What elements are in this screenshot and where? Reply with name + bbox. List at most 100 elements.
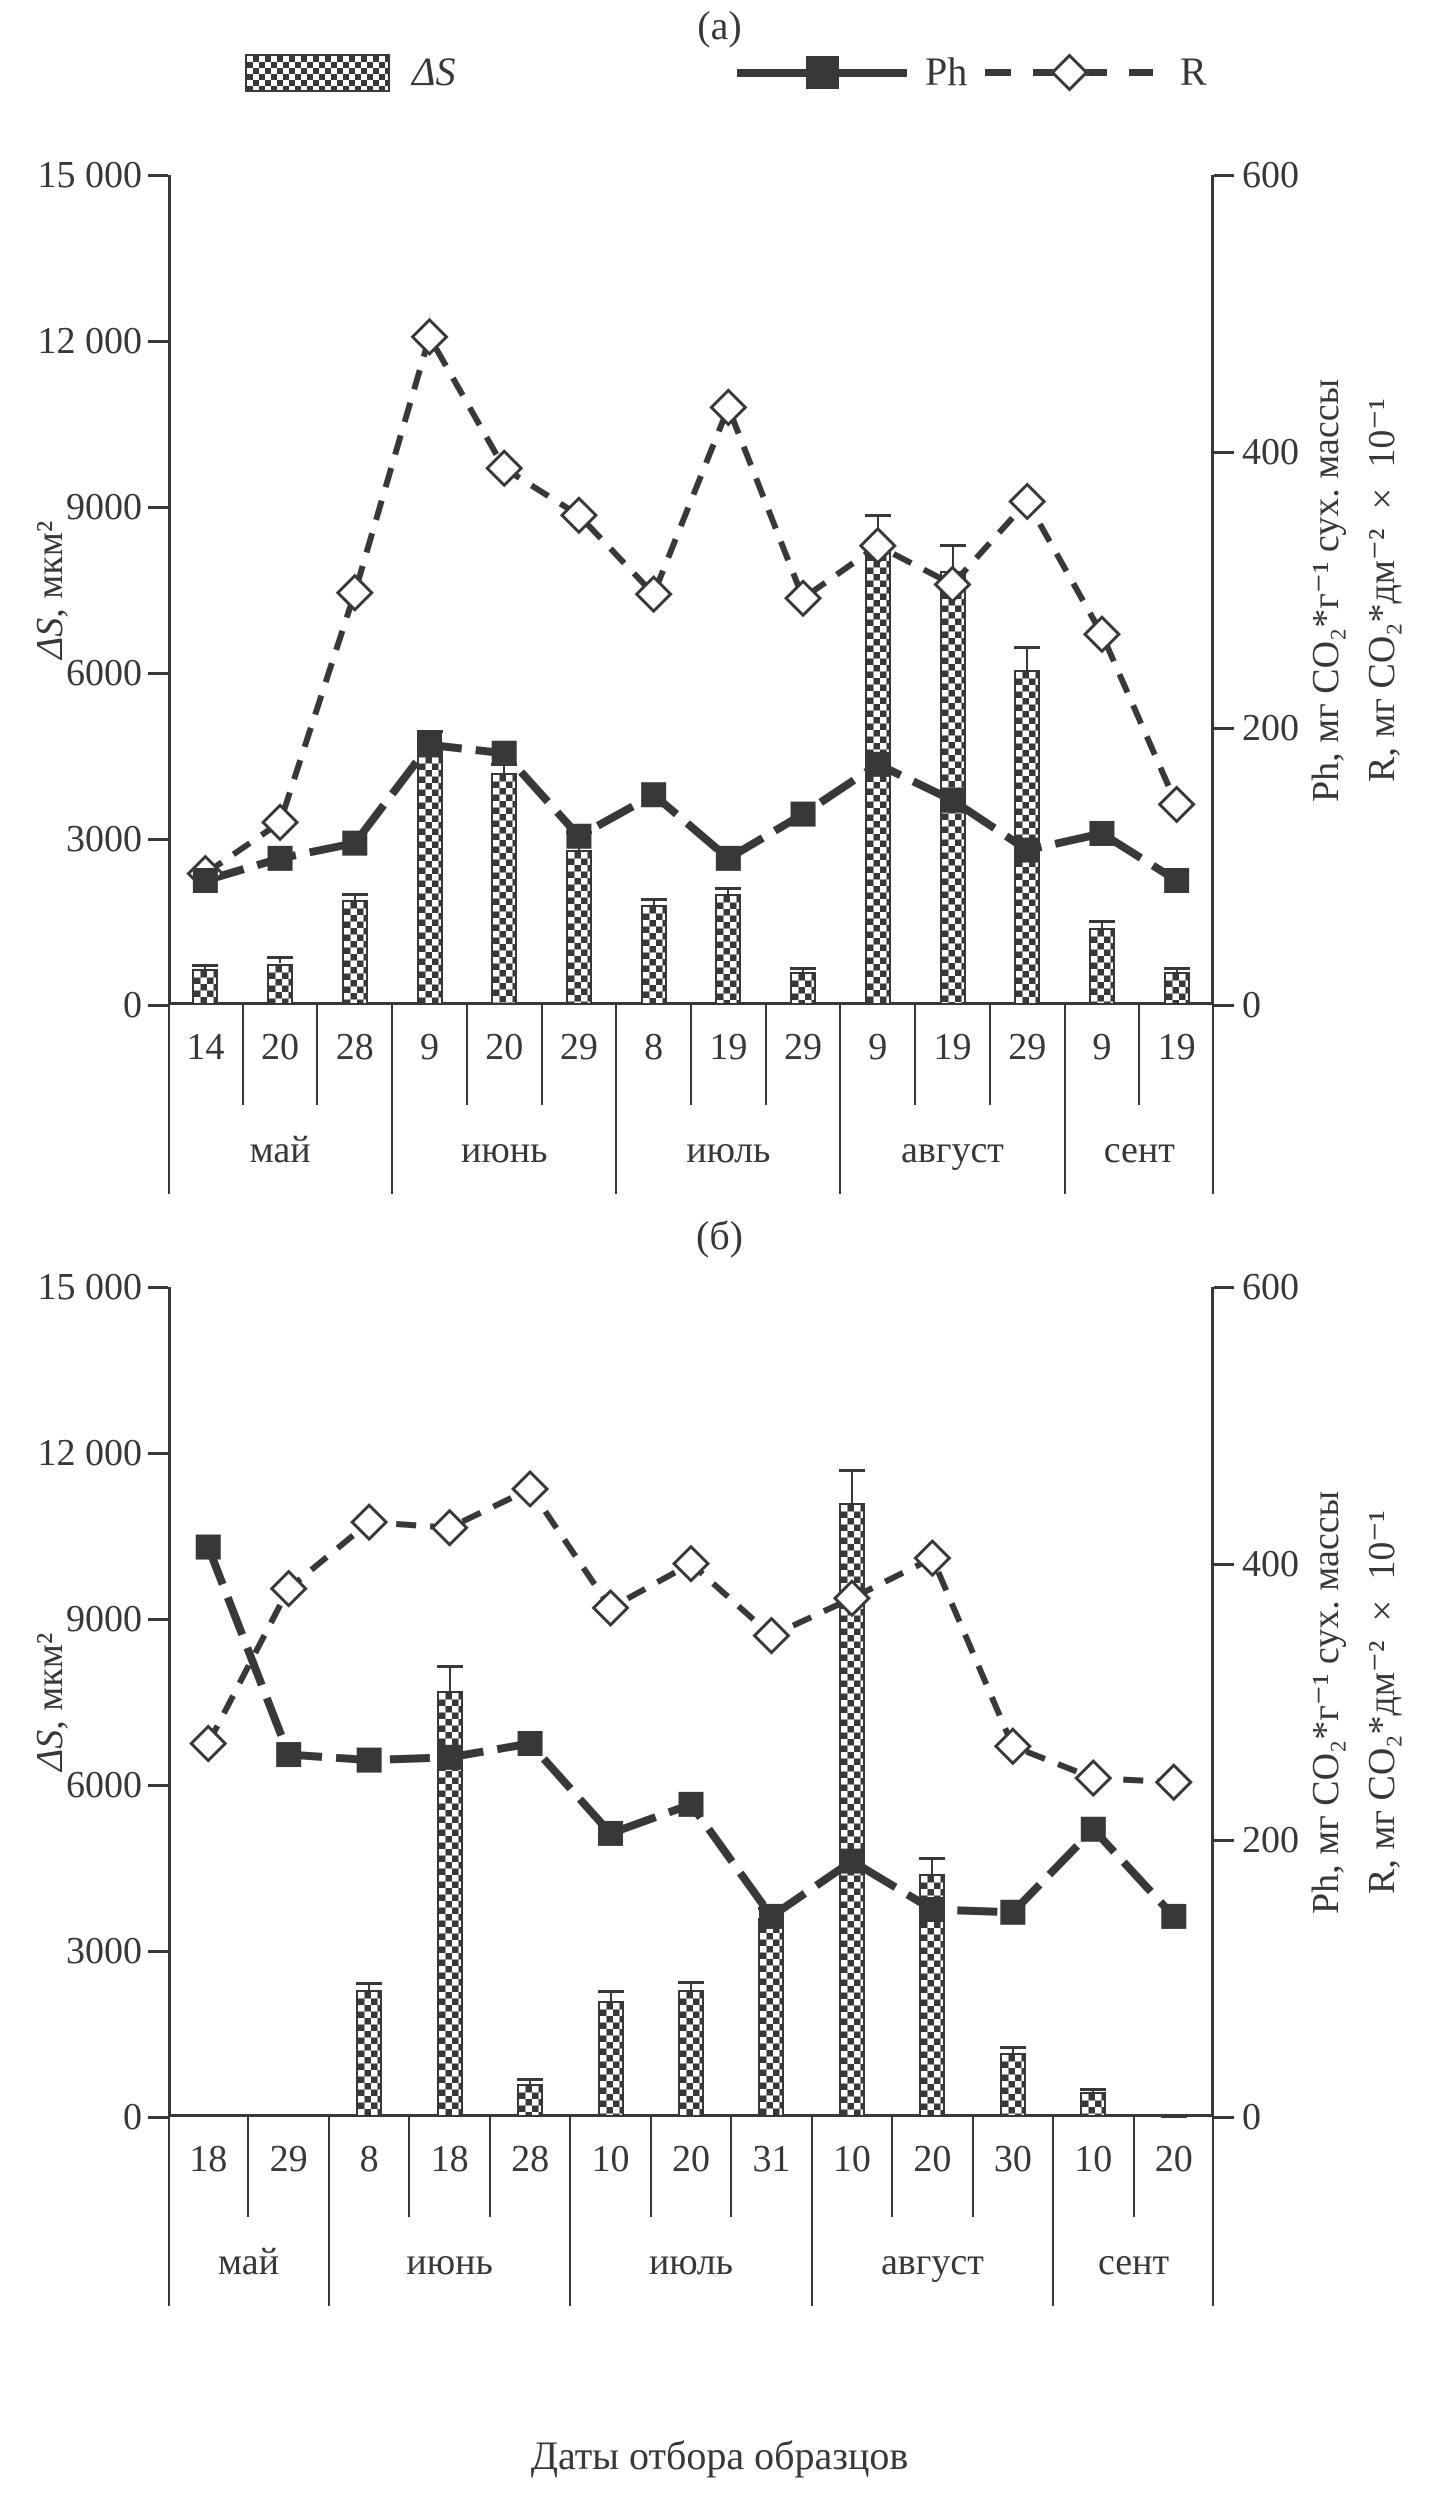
date-label: 29 xyxy=(1008,1026,1047,1068)
date-label: 20 xyxy=(1154,2138,1193,2180)
error-bar xyxy=(204,964,207,970)
axis-separator xyxy=(1212,2117,1214,2306)
error-bar-cap xyxy=(491,762,518,766)
y-axis-tick-label-left: 3000 xyxy=(66,818,142,860)
date-label: 9 xyxy=(868,1026,888,1068)
date-label: 10 xyxy=(1074,2138,1113,2180)
left-axis-label: ΔS, мкм² xyxy=(24,175,76,1005)
error-bar-cap xyxy=(640,898,667,902)
bar xyxy=(640,905,667,1005)
bar xyxy=(790,971,817,1005)
y-axis-tick-label-left: 3000 xyxy=(66,1930,142,1972)
bar xyxy=(565,850,592,1005)
legend: ΔS Ph R xyxy=(0,0,1439,110)
left-tick-mark xyxy=(148,506,168,509)
error-bar-cap xyxy=(565,831,592,835)
error-bar-cap xyxy=(678,1980,704,1984)
error-bar xyxy=(577,832,580,851)
left-tick-mark xyxy=(148,1452,168,1455)
error-bar xyxy=(690,1981,692,1990)
month-label: сент xyxy=(1097,2241,1170,2283)
right-tick-mark xyxy=(1214,1004,1234,1007)
bar xyxy=(192,969,219,1005)
date-separator xyxy=(764,1005,767,1105)
date-separator xyxy=(690,1005,692,1105)
x-axis-caption: Даты отбора образцов xyxy=(530,2433,909,2478)
legend-label-r: R xyxy=(1180,49,1207,94)
bar xyxy=(1080,2092,1107,2117)
legend-label-ph: Ph xyxy=(925,49,968,94)
error-bar xyxy=(876,514,879,546)
left-axis-label-text: ΔS, мкм² xyxy=(29,520,71,660)
error-bar xyxy=(609,1990,612,2001)
left-tick-mark xyxy=(148,1784,168,1787)
month-label: август xyxy=(880,2241,984,2283)
bar xyxy=(597,2000,624,2117)
error-bar-cap xyxy=(999,2045,1026,2049)
date-separator xyxy=(408,2117,411,2217)
date-label: 19 xyxy=(709,1026,748,1068)
date-label: 28 xyxy=(511,2138,550,2180)
right-axis-label-line2: R, мг CO₂*дм⁻² × 10⁻¹ xyxy=(1361,398,1403,782)
month-separator xyxy=(615,1005,618,1194)
error-bar-cap xyxy=(1163,966,1190,970)
date-separator xyxy=(730,2117,733,2217)
month-separator xyxy=(810,2117,813,2306)
error-bar-cap xyxy=(597,1989,624,1993)
y-axis-tick-label-left: 15 000 xyxy=(37,1266,143,1308)
error-bar xyxy=(850,1469,853,1503)
error-bar-cap xyxy=(1088,920,1115,924)
date-label: 28 xyxy=(335,1026,374,1068)
y-axis-tick-label-right: 200 xyxy=(1242,1819,1299,1862)
date-separator xyxy=(914,1005,917,1105)
date-separator xyxy=(241,1005,244,1105)
left-axis-label: ΔS, мкм² xyxy=(24,1287,76,2117)
left-tick-mark xyxy=(148,1004,168,1007)
date-separator xyxy=(649,2117,652,2217)
error-bar-cap xyxy=(715,887,742,891)
bar xyxy=(267,963,294,1005)
y-axis-tick-label-right: 400 xyxy=(1242,1542,1299,1585)
error-bar-cap xyxy=(864,513,891,517)
y-axis-tick-label-left: 6000 xyxy=(66,652,142,694)
date-separator xyxy=(488,2117,491,2217)
y-axis-tick-label-left: 15 000 xyxy=(37,154,143,196)
error-bar-cap xyxy=(838,1468,865,1472)
y-axis-tick-label-right: 0 xyxy=(1242,2096,1261,2138)
error-bar-cap xyxy=(267,955,294,959)
error-bar xyxy=(951,545,954,571)
error-bar xyxy=(529,2079,532,2084)
date-label: 20 xyxy=(671,2138,710,2180)
left-tick-mark xyxy=(148,1286,168,1289)
bar xyxy=(491,772,518,1005)
error-bar xyxy=(353,894,356,900)
date-separator xyxy=(1138,1005,1141,1105)
y-axis-tick-label-left: 0 xyxy=(123,2096,142,2138)
date-label: 8 xyxy=(359,2138,379,2180)
axis-separator xyxy=(1212,1005,1214,1194)
date-label: 14 xyxy=(186,1026,225,1068)
bar xyxy=(517,2083,544,2117)
right-tick-mark xyxy=(1214,1286,1234,1289)
right-tick-mark xyxy=(1214,727,1234,731)
error-bar-cap xyxy=(192,963,219,967)
error-bar-cap xyxy=(1080,2087,1107,2091)
right-axis-label-line1: Ph, мг CO₂*г⁻¹ сух. массы xyxy=(1305,1490,1347,1914)
error-bar xyxy=(448,1666,451,1691)
month-label: май xyxy=(249,1129,311,1171)
y-axis-tick-label-left: 12 000 xyxy=(37,1432,143,1474)
right-axis-label-line1: Ph, мг CO₂*г⁻¹ сух. массы xyxy=(1305,378,1347,802)
left-tick-mark xyxy=(148,672,168,675)
date-separator xyxy=(988,1005,991,1105)
bar xyxy=(939,570,966,1005)
plot-area xyxy=(168,175,1214,1005)
y-axis-tick-label-right: 400 xyxy=(1242,430,1299,473)
date-separator xyxy=(971,2117,974,2217)
right-tick-mark xyxy=(1214,1562,1234,1566)
error-bar-cap xyxy=(517,2078,544,2082)
error-bar-cap xyxy=(341,893,368,897)
error-bar xyxy=(368,1982,371,1990)
right-axis-label: Ph, мг CO₂*г⁻¹ сух. массы R, мг CO₂*дм⁻² … xyxy=(1300,175,1412,1005)
month-separator xyxy=(1063,1005,1066,1194)
